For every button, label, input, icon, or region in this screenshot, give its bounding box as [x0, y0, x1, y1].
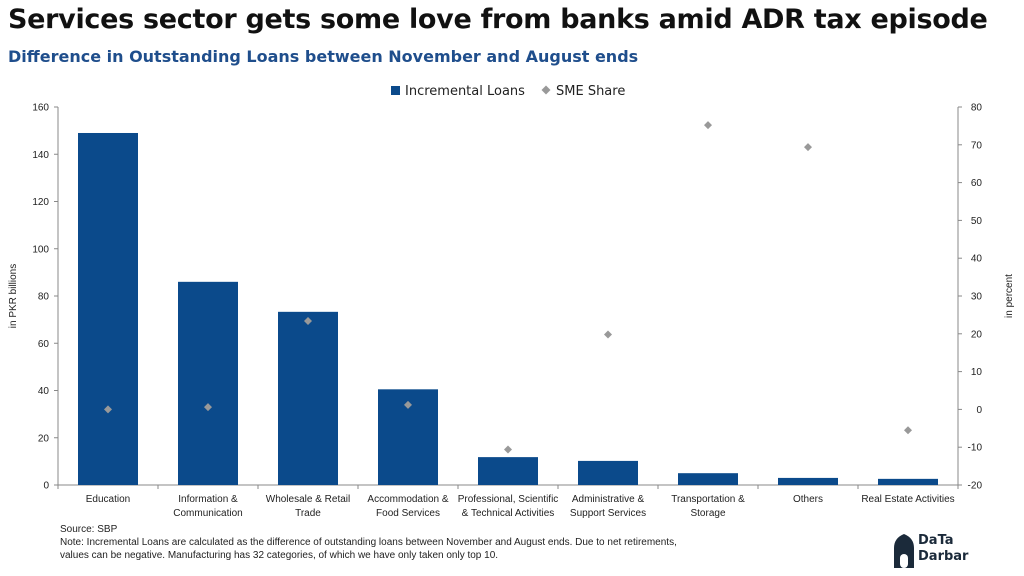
right-tick-label: 30	[971, 292, 983, 303]
y2-axis-label: in percent	[1004, 274, 1015, 318]
right-tick-label: 70	[971, 140, 983, 151]
source-note: Source: SBP	[60, 524, 118, 535]
left-tick-label: 160	[32, 103, 49, 114]
category-label: Education	[86, 494, 130, 505]
bar-incremental-loans	[78, 132, 138, 486]
point-sme-share	[104, 405, 112, 414]
legend-label-incremental-loans: Incremental Loans	[405, 84, 525, 99]
category-label: Accommodation &	[367, 494, 448, 505]
right-tick-label: -10	[968, 443, 983, 454]
chart-subtitle: Difference in Outstanding Loans between …	[8, 47, 639, 66]
mosque-icon	[894, 534, 914, 568]
legend-swatch-sme-share	[541, 85, 551, 95]
category-label: Professional, Scientific	[458, 494, 559, 505]
right-tick-label: 10	[971, 367, 983, 378]
bar-incremental-loans	[278, 311, 338, 485]
bar-incremental-loans	[478, 457, 538, 485]
legend-swatch-incremental-loans	[391, 86, 400, 95]
point-sme-share	[904, 426, 912, 435]
left-tick-label: 60	[38, 339, 50, 350]
point-sme-share	[804, 143, 812, 152]
logo-word-data: DaTa	[918, 533, 954, 548]
category-label: & Technical Activities	[462, 508, 555, 519]
right-tick-label: 80	[971, 103, 983, 114]
point-sme-share	[404, 400, 412, 409]
point-sme-share	[704, 121, 712, 130]
data-darbar-logo: DaTa Darbar	[892, 530, 972, 570]
right-tick-label: 50	[971, 216, 983, 227]
category-label: Food Services	[376, 508, 440, 519]
left-tick-label: 40	[38, 386, 50, 397]
chart-title: Services sector gets some love from bank…	[8, 4, 988, 35]
bar-incremental-loans	[878, 478, 938, 485]
bar-incremental-loans	[578, 460, 638, 485]
bar-incremental-loans	[678, 473, 738, 485]
left-tick-label: 140	[32, 150, 49, 161]
category-label: Real Estate Activities	[861, 494, 954, 505]
category-label: Communication	[173, 508, 242, 519]
chart-notes: Source: SBP Note: Incremental Loans are …	[60, 523, 820, 562]
left-tick-label: 20	[38, 433, 50, 444]
category-label: Wholesale & Retail	[266, 494, 350, 505]
note-line-1: Note: Incremental Loans are calculated a…	[60, 537, 677, 548]
point-sme-share	[304, 316, 312, 325]
left-tick-label: 80	[38, 292, 50, 303]
y-axis-label: in PKR billions	[8, 264, 19, 328]
right-tick-label: -20	[968, 481, 983, 492]
point-sme-share	[204, 403, 212, 412]
bar-incremental-loans	[778, 477, 838, 485]
point-sme-share	[504, 445, 512, 454]
bar-incremental-loans	[178, 281, 238, 485]
category-label: Information &	[178, 494, 238, 505]
category-label: Support Services	[570, 508, 646, 519]
logo-word-darbar: Darbar	[918, 549, 969, 564]
combo-chart: 0 20 40 60 80 100 120 140 160 -20 -10 0 10 20 30 40 50 60…	[8, 84, 1015, 519]
category-label: Others	[793, 494, 823, 505]
legend-label-sme-share: SME Share	[556, 84, 625, 99]
right-tick-label: 20	[971, 329, 983, 340]
category-label: Transportation &	[671, 494, 745, 505]
point-sme-share	[604, 330, 612, 339]
left-tick-label: 0	[43, 481, 49, 492]
category-label: Administrative &	[572, 494, 645, 505]
right-tick-label: 0	[976, 405, 982, 416]
category-label: Trade	[295, 508, 321, 519]
left-tick-label: 100	[32, 244, 49, 255]
right-tick-label: 40	[971, 254, 983, 265]
category-label: Storage	[690, 508, 725, 519]
left-tick-label: 120	[32, 197, 49, 208]
right-tick-label: 60	[971, 178, 983, 189]
note-line-2: values can be negative. Manufacturing ha…	[60, 550, 499, 561]
